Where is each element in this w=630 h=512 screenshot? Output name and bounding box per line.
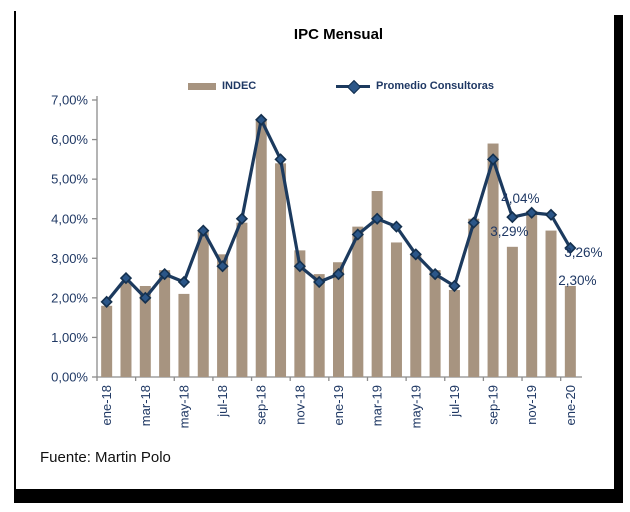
indec-bar-ene-18 xyxy=(101,305,113,377)
line-marker-nov-19 xyxy=(525,206,538,219)
legend-item-promedio-consultoras: Promedio Consultoras xyxy=(336,79,494,95)
line-marker-dic-18 xyxy=(313,275,326,289)
indec-bar-mar-19 xyxy=(371,191,383,377)
x-category-label-may-19: may-19 xyxy=(408,385,423,428)
x-category-label-sep-18: sep-18 xyxy=(254,385,269,425)
y-tick-label: 2,00% xyxy=(51,290,88,305)
legend-item-indec: INDEC xyxy=(188,80,256,92)
y-tick-label: 7,00% xyxy=(51,93,88,108)
y-tick-label: 3,00% xyxy=(51,251,88,266)
indec-bar-jun-18 xyxy=(197,230,209,377)
source-note: Fuente: Martin Polo xyxy=(40,449,171,466)
indec-bar-abr-19 xyxy=(390,242,402,377)
x-category-label-mar-18: mar-18 xyxy=(138,385,153,426)
indec-bar-ago-19 xyxy=(468,218,480,377)
indec-bar-jun-19 xyxy=(429,270,441,377)
chart-title: IPC Mensual xyxy=(293,26,384,43)
consultoras-line-swatch-icon xyxy=(336,79,370,95)
line-marker-ago-18 xyxy=(235,212,249,225)
line-marker-abr-18 xyxy=(158,267,171,281)
indec-bar-sep-19 xyxy=(487,143,499,377)
line-marker-may-19 xyxy=(409,248,422,261)
frame-bottom-shadow xyxy=(14,489,623,503)
line-marker-dic-19 xyxy=(544,208,558,221)
x-category-label-ene-19: ene-19 xyxy=(331,385,346,425)
indec-bar-nov-19 xyxy=(526,210,538,377)
x-category-label-ene-18: ene-18 xyxy=(99,385,114,425)
x-category-label-ene-20: ene-20 xyxy=(563,385,578,425)
line-marker-may-18 xyxy=(177,275,191,289)
line-marker-oct-18 xyxy=(274,153,287,166)
line-marker-mar-19 xyxy=(371,212,384,225)
line-marker-feb-18 xyxy=(119,271,133,285)
line-marker-ene-19 xyxy=(332,267,345,281)
y-tick-label: 4,00% xyxy=(51,211,88,226)
frame-left-border xyxy=(14,11,16,489)
indec-bar-feb-19 xyxy=(352,226,364,377)
legend-label-indec: INDEC xyxy=(222,80,257,92)
y-tick-label: 6,00% xyxy=(51,132,88,147)
line-marker-mar-18 xyxy=(139,291,152,304)
indec-bar-oct-18 xyxy=(275,163,287,377)
y-tick-label: 0,00% xyxy=(51,370,88,385)
indec-bar-sep-18 xyxy=(255,119,267,378)
indec-bar-abr-18 xyxy=(159,270,171,377)
annotation-3,29%: 3,29% xyxy=(490,224,528,239)
indec-bar-swatch-icon xyxy=(188,82,216,90)
indec-bar-nov-18 xyxy=(294,250,306,377)
indec-bar-ene-20 xyxy=(564,285,576,377)
line-marker-oct-19 xyxy=(506,210,519,224)
y-tick-label: 1,00% xyxy=(51,330,88,345)
line-marker-nov-18 xyxy=(293,260,306,273)
indec-bar-dic-18 xyxy=(313,274,325,377)
annotation-4,04%: 4,04% xyxy=(501,191,539,206)
line-marker-ene-20 xyxy=(564,241,577,255)
line-marker-feb-19 xyxy=(351,228,364,241)
indec-bar-oct-19 xyxy=(506,246,518,377)
line-marker-jun-19 xyxy=(428,267,442,281)
indec-bar-mar-18 xyxy=(139,285,151,377)
indec-bar-dic-19 xyxy=(545,230,557,377)
x-category-label-mar-19: mar-19 xyxy=(370,385,385,426)
x-category-label-jul-18: jul-18 xyxy=(215,385,230,418)
line-marker-abr-19 xyxy=(390,220,403,233)
y-tick-label: 5,00% xyxy=(51,172,88,187)
line-marker-ene-18 xyxy=(100,295,113,308)
indec-bar-feb-18 xyxy=(120,282,132,377)
annotation-2,30%: 2,30% xyxy=(558,273,596,288)
indec-bar-may-19 xyxy=(410,254,422,377)
indec-bar-ene-19 xyxy=(333,262,344,377)
x-category-label-may-18: may-18 xyxy=(176,385,191,428)
frame-right-shadow xyxy=(614,15,623,503)
x-category-label-nov-19: nov-19 xyxy=(524,385,539,425)
x-category-label-jul-19: jul-19 xyxy=(447,385,462,418)
line-marker-jun-18 xyxy=(197,224,210,237)
indec-bar-ago-18 xyxy=(236,222,248,377)
line-marker-jul-18 xyxy=(216,260,229,273)
line-marker-sep-19 xyxy=(486,153,500,166)
indec-bar-jul-18 xyxy=(217,254,229,377)
indec-bar-jul-19 xyxy=(448,289,460,377)
line-marker-ago-19 xyxy=(467,216,480,229)
legend-label-promedio-consultoras: Promedio Consultoras xyxy=(376,80,494,92)
indec-bar-may-18 xyxy=(178,293,190,377)
annotation-3,26%: 3,26% xyxy=(564,245,602,260)
line-marker-jul-19 xyxy=(448,279,461,293)
x-category-label-nov-18: nov-18 xyxy=(292,385,307,425)
line-marker-sep-18 xyxy=(255,113,268,126)
x-category-label-sep-19: sep-19 xyxy=(486,385,501,425)
